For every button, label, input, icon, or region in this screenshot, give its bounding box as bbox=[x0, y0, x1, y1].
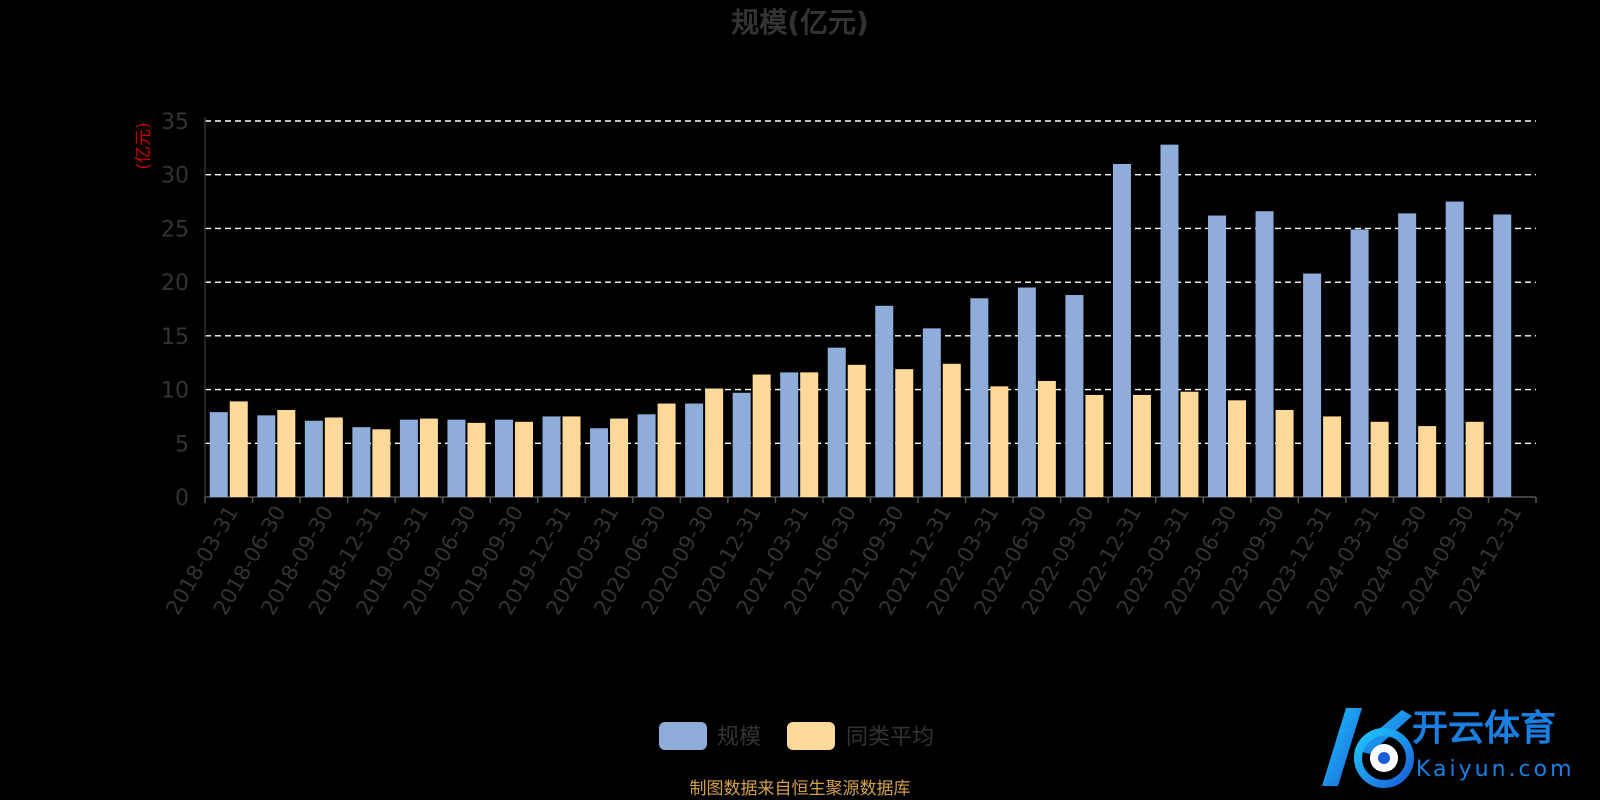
y-tick-labels: 0 5 10 15 20 25 30 35 bbox=[161, 110, 189, 511]
bar-average[interactable] bbox=[419, 418, 438, 497]
y-tick-label: 5 bbox=[175, 432, 189, 457]
bar-scale[interactable] bbox=[685, 403, 704, 497]
bar-scale[interactable] bbox=[1160, 144, 1179, 498]
bar-average[interactable] bbox=[1465, 421, 1484, 497]
bar-scale[interactable] bbox=[875, 305, 894, 497]
watermark-brand: 开云体育 bbox=[1412, 708, 1556, 749]
bar-scale[interactable] bbox=[922, 328, 941, 497]
y-tick-label: 35 bbox=[161, 110, 189, 135]
bar-average[interactable] bbox=[752, 374, 771, 497]
bar-average[interactable] bbox=[229, 401, 248, 497]
source-note: 制图数据来自恒生聚源数据库 bbox=[690, 779, 911, 799]
bar-average[interactable] bbox=[990, 386, 1009, 497]
bar-scale[interactable] bbox=[1493, 214, 1512, 497]
y-tick-label: 30 bbox=[161, 164, 189, 189]
bar-average[interactable] bbox=[610, 418, 629, 497]
bar-scale[interactable] bbox=[780, 372, 799, 497]
bar-scale[interactable] bbox=[1065, 295, 1084, 497]
bar-average[interactable] bbox=[800, 372, 819, 497]
legend[interactable]: 规模 同类平均 bbox=[659, 722, 934, 750]
bar-scale[interactable] bbox=[542, 416, 561, 497]
bar-scale[interactable] bbox=[732, 392, 751, 497]
bar-scale[interactable] bbox=[1112, 163, 1131, 497]
y-tick-label: 15 bbox=[161, 325, 189, 350]
bar-average[interactable] bbox=[562, 416, 581, 497]
bar-scale[interactable] bbox=[1017, 287, 1036, 497]
bar-average[interactable] bbox=[1228, 400, 1247, 497]
bar-scale[interactable] bbox=[1208, 215, 1227, 497]
bar-average[interactable] bbox=[467, 422, 486, 497]
legend-label-scale[interactable]: 规模 bbox=[717, 725, 761, 750]
y-tick-label: 20 bbox=[161, 271, 189, 296]
bar-average[interactable] bbox=[705, 388, 724, 497]
bar-average[interactable] bbox=[1132, 394, 1151, 497]
bar-scale[interactable] bbox=[970, 298, 989, 497]
bar-scale[interactable] bbox=[1445, 201, 1464, 498]
bar-scale[interactable] bbox=[447, 419, 466, 497]
bar-scale[interactable] bbox=[827, 347, 846, 497]
bar-average[interactable] bbox=[847, 364, 866, 497]
bar-scale[interactable] bbox=[494, 419, 513, 497]
bar-scale[interactable] bbox=[1303, 273, 1322, 497]
bar-average[interactable] bbox=[1323, 416, 1342, 497]
bar-average[interactable] bbox=[324, 417, 343, 497]
watermark-site: Kaiyun.com bbox=[1416, 757, 1575, 782]
bar-scale[interactable] bbox=[304, 420, 323, 497]
bar-scale[interactable] bbox=[352, 427, 371, 497]
bar-average[interactable] bbox=[1180, 391, 1199, 497]
bar-average[interactable] bbox=[1085, 394, 1104, 497]
bar-scale[interactable] bbox=[209, 412, 228, 497]
bar-scale[interactable] bbox=[590, 428, 609, 497]
bar-scale[interactable] bbox=[399, 419, 418, 497]
bar-average[interactable] bbox=[1370, 421, 1389, 497]
bar-average[interactable] bbox=[895, 369, 914, 497]
legend-label-average[interactable]: 同类平均 bbox=[846, 725, 934, 750]
bar-scale[interactable] bbox=[637, 414, 656, 497]
bar-average[interactable] bbox=[372, 429, 391, 497]
legend-swatch-average[interactable] bbox=[787, 722, 835, 750]
y-axis-label: (亿元) bbox=[134, 122, 154, 169]
bar-average[interactable] bbox=[1275, 409, 1294, 497]
chart-title: 规模(亿元) bbox=[731, 6, 869, 39]
bars bbox=[209, 144, 1512, 498]
y-tick-label: 10 bbox=[161, 379, 189, 404]
bar-average[interactable] bbox=[1418, 426, 1437, 497]
legend-swatch-scale[interactable] bbox=[659, 722, 707, 750]
bar-average[interactable] bbox=[514, 421, 533, 497]
bar-average[interactable] bbox=[277, 409, 296, 497]
bar-scale[interactable] bbox=[257, 415, 276, 497]
gridlines bbox=[205, 120, 1536, 444]
bar-average[interactable] bbox=[942, 363, 961, 497]
y-tick-label: 25 bbox=[161, 217, 189, 242]
brand-watermark: 开云体育 Kaiyun.com bbox=[1312, 698, 1597, 793]
bar-scale[interactable] bbox=[1398, 213, 1417, 498]
y-tick-label: 0 bbox=[175, 486, 189, 511]
x-tick-labels: 2018-03-312018-06-302018-09-302018-12-31… bbox=[161, 502, 1526, 620]
bar-average[interactable] bbox=[1037, 380, 1056, 497]
bar-scale[interactable] bbox=[1255, 211, 1274, 498]
kaiyun-logo-icon bbox=[1322, 708, 1414, 788]
bar-scale[interactable] bbox=[1350, 229, 1369, 497]
bar-average[interactable] bbox=[657, 403, 676, 497]
